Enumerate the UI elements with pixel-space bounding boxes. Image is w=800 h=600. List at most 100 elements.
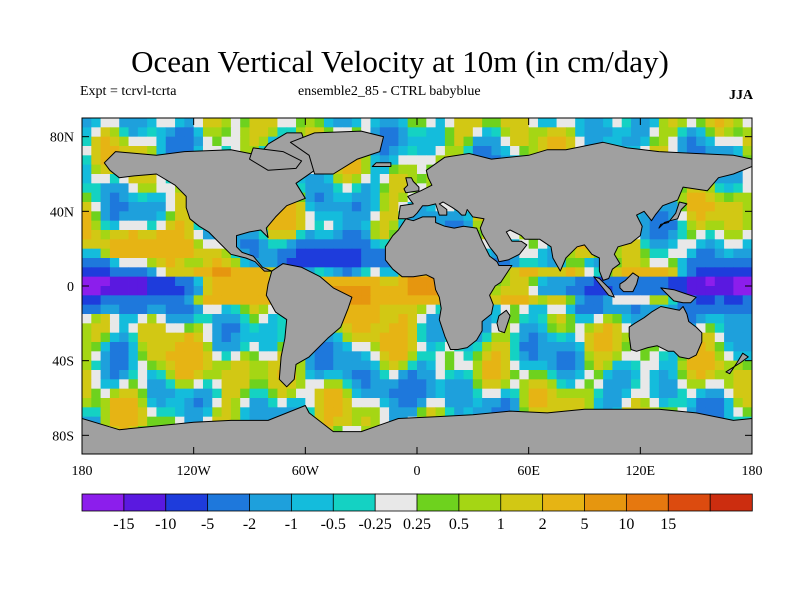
field-cell: [193, 258, 204, 268]
field-cell: [603, 276, 613, 287]
field-cell: [249, 314, 260, 324]
field-cell: [202, 360, 213, 371]
field-cell: [184, 146, 195, 156]
field-cell: [733, 127, 744, 138]
field-cell: [314, 360, 325, 371]
field-cell: [556, 267, 567, 278]
field-cell: [184, 118, 195, 128]
field-cell: [100, 332, 111, 343]
field-cell: [165, 118, 176, 128]
field-cell: [537, 370, 548, 380]
field-cell: [389, 407, 399, 418]
field-cell: [240, 136, 250, 147]
field-cell: [109, 286, 120, 296]
field-cell: [137, 136, 148, 147]
field-cell: [119, 267, 129, 278]
field-cell: [575, 323, 585, 334]
field-cell: [500, 304, 511, 315]
field-cell: [649, 136, 660, 147]
field-cell: [463, 370, 474, 380]
field-cell: [640, 370, 651, 380]
field-cell: [351, 220, 362, 231]
field-cell: [128, 276, 139, 287]
landmass-borneo: [619, 272, 639, 293]
field-cell: [714, 286, 725, 296]
field-cell: [407, 351, 418, 362]
field-cell: [221, 136, 232, 147]
field-cell: [333, 202, 343, 212]
field-cell: [677, 360, 688, 371]
field-cell: [603, 295, 613, 306]
field-cell: [686, 211, 697, 222]
field-cell: [714, 370, 725, 380]
field-cell: [137, 295, 148, 306]
field-cell: [724, 398, 734, 408]
field-cell: [491, 304, 502, 315]
field-cell: [147, 118, 157, 128]
field-cell: [286, 211, 297, 222]
field-cell: [249, 398, 260, 408]
field-cell: [342, 183, 353, 194]
field-cell: [528, 136, 539, 147]
field-cell: [258, 304, 269, 315]
field-cell: [482, 370, 492, 380]
field-cell: [528, 370, 539, 380]
field-cell: [314, 118, 325, 128]
field-cell: [212, 332, 222, 343]
field-cell: [184, 370, 195, 380]
field-cell: [668, 388, 678, 399]
field-cell: [640, 127, 651, 138]
field-cell: [714, 267, 725, 278]
field-cell: [537, 323, 548, 334]
field-cell: [212, 304, 222, 315]
field-cell: [379, 239, 390, 250]
field-cell: [314, 202, 325, 212]
field-cell: [82, 155, 92, 166]
field-cell: [724, 351, 734, 362]
field-cell: [361, 295, 371, 306]
field-cell: [370, 398, 381, 408]
field-cell: [593, 267, 604, 278]
field-cell: [565, 276, 576, 287]
field-cell: [361, 323, 371, 334]
field-cell: [379, 360, 390, 371]
field-cell: [454, 118, 464, 128]
field-cell: [407, 360, 418, 371]
field-cell: [575, 388, 585, 399]
field-cell: [109, 174, 120, 184]
field-cell: [705, 295, 716, 306]
field-cell: [268, 351, 278, 362]
colorbar-label: 10: [618, 516, 634, 533]
field-cell: [733, 332, 744, 343]
field-cell: [370, 220, 381, 231]
field-cell: [361, 164, 371, 175]
field-cell: [249, 360, 260, 371]
field-cell: [649, 239, 660, 250]
field-cell: [742, 360, 752, 371]
field-cell: [417, 286, 427, 296]
field-cell: [370, 202, 381, 212]
field-cell: [193, 407, 204, 418]
field-cell: [109, 416, 120, 427]
field-cell: [658, 351, 669, 362]
field-cell: [323, 388, 334, 399]
field-cell: [193, 248, 204, 259]
field-cell: [296, 258, 306, 268]
field-cell: [528, 146, 539, 156]
field-cell: [379, 388, 390, 399]
field-cell: [212, 267, 222, 278]
field-cell: [128, 379, 139, 390]
field-cell: [230, 314, 241, 324]
field-cell: [370, 258, 381, 268]
field-cell: [156, 174, 167, 184]
field-cell: [444, 360, 455, 371]
field-cell: [258, 370, 269, 380]
colorbar-label: 15: [660, 516, 676, 533]
field-cell: [435, 398, 446, 408]
field-cell: [379, 342, 390, 352]
field-cell: [268, 360, 278, 371]
x-axis: 180 120W 60W 0 60E 120E 180: [72, 118, 763, 479]
field-cell: [444, 351, 455, 362]
field-cell: [686, 258, 697, 268]
field-cell: [82, 118, 92, 128]
